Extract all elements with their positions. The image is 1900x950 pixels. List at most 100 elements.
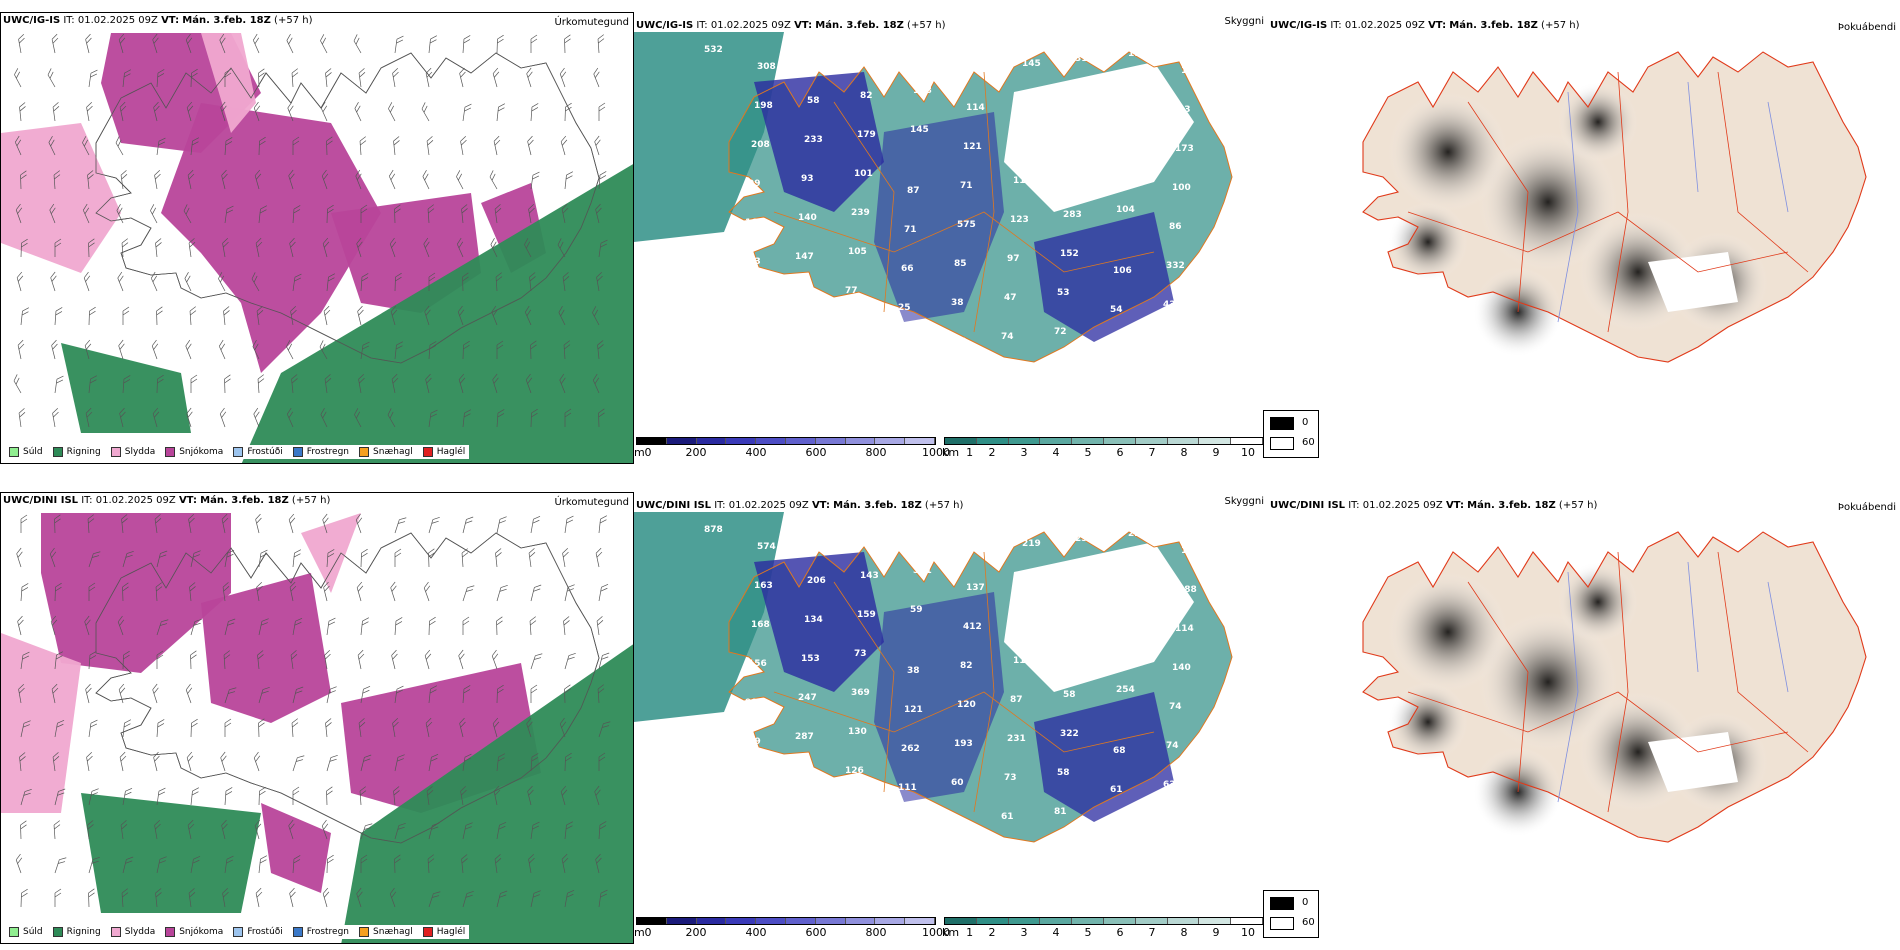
wind-barb-feather <box>464 103 472 108</box>
scale-tick-label: 3 <box>1020 446 1028 459</box>
precip-area <box>81 793 261 913</box>
wind-barb-staff <box>20 587 23 602</box>
wind-barb <box>496 616 503 636</box>
wind-barb <box>54 719 65 738</box>
wind-barb <box>17 615 24 636</box>
wind-barb-feather <box>490 238 495 245</box>
wind-barb-feather <box>603 721 611 725</box>
wind-barb <box>256 306 264 326</box>
wind-barb-staff <box>49 209 56 224</box>
wind-barb-staff <box>218 278 226 292</box>
wind-barb <box>524 238 532 258</box>
wind-barb <box>120 820 128 840</box>
wind-barb-feather <box>356 887 362 894</box>
legend-swatch <box>110 447 121 457</box>
cloud-base-value: 218 <box>969 64 988 74</box>
wind-barb-staff <box>47 74 56 88</box>
wind-barb-staff <box>258 209 261 224</box>
cloud-base-value: 179 <box>857 130 876 140</box>
wind-barb-feather <box>598 756 606 762</box>
wind-barb-staff <box>118 39 124 54</box>
wind-barb <box>257 374 265 394</box>
scale-ticks: 1 2 3 4 5 6 7 8 9 10 <box>944 446 1264 460</box>
wind-barb-feather <box>568 653 576 656</box>
wind-barb-feather <box>54 888 62 894</box>
legend-item: Frostregn <box>292 447 349 457</box>
wind-barb-feather <box>429 620 436 626</box>
wind-barb-feather <box>358 653 365 660</box>
wind-barb <box>564 408 572 427</box>
wind-barb-staff <box>122 73 125 88</box>
wind-barb-feather <box>192 787 200 792</box>
cloud-base-value: 116 <box>1013 176 1032 186</box>
wind-barb <box>121 514 128 534</box>
wind-barb-staff <box>427 859 430 874</box>
wind-barb-staff <box>529 277 532 292</box>
wind-barb-feather <box>153 343 159 350</box>
wind-barb-staff <box>562 277 566 292</box>
cloud-base-value: 64 <box>948 817 961 827</box>
wind-barb-staff <box>593 73 600 88</box>
wind-barb <box>18 408 26 428</box>
wind-barb-feather <box>495 858 502 864</box>
wind-barb <box>320 101 328 122</box>
cloud-base-value: 321 <box>913 566 932 576</box>
scale-bar-box <box>756 918 786 924</box>
wind-barb-feather <box>258 378 265 384</box>
wind-barb-feather <box>457 305 463 313</box>
wind-barb <box>286 407 294 428</box>
scale-bar-box <box>726 438 757 444</box>
wind-barb <box>596 616 604 636</box>
wind-barb <box>564 34 571 54</box>
wind-barb <box>422 170 430 190</box>
scale-tick-label: 3 <box>1020 926 1028 939</box>
wind-barb-feather <box>54 174 61 180</box>
wind-barb-staff <box>185 689 192 704</box>
wind-barb-feather <box>499 516 507 520</box>
wind-barb-feather <box>533 657 542 660</box>
wind-barb <box>54 514 61 534</box>
wind-barb <box>190 137 200 156</box>
wind-barb-feather <box>192 137 200 142</box>
scale-bar-box <box>905 918 935 924</box>
wind-barb-feather <box>531 107 539 112</box>
wind-barb-feather <box>395 276 402 282</box>
legend-item: Rigning <box>52 447 101 457</box>
wind-barb-staff <box>20 311 23 326</box>
wind-barb-feather <box>432 517 440 520</box>
coastline <box>728 51 1233 363</box>
roads <box>1407 551 1809 813</box>
wind-barb <box>356 887 363 908</box>
wind-barb-feather <box>493 377 499 384</box>
wind-barb <box>425 373 432 394</box>
wind-barb <box>530 584 542 602</box>
wind-barb-feather <box>222 887 229 894</box>
scale-bar-box <box>845 918 876 924</box>
fog-legend-swatch-high <box>1270 437 1294 450</box>
wind-barb <box>122 856 134 874</box>
cloud-base-value: 90 <box>733 854 746 864</box>
wind-barb-feather <box>253 407 259 415</box>
wind-barb-feather <box>121 174 128 180</box>
wind-barb-staff <box>85 413 90 428</box>
scale-bar-box <box>815 438 846 444</box>
wind-barb-staff <box>254 175 260 190</box>
wind-barb <box>184 272 192 292</box>
wind-barb-feather <box>154 514 161 520</box>
cloud-base-value: 100 <box>1172 183 1191 193</box>
wind-barb-feather <box>326 786 333 792</box>
cloud-base-value: 121 <box>904 705 923 715</box>
wind-barb-feather <box>21 238 28 244</box>
wind-barb <box>559 67 567 88</box>
wind-barb-feather <box>431 753 439 758</box>
cloud-base-value: 47 <box>736 815 749 825</box>
legend-label: Haglél <box>436 447 466 457</box>
wind-barb-feather <box>19 752 26 758</box>
wind-barb <box>394 754 405 772</box>
wind-barb-staff <box>530 175 534 190</box>
wind-barb-feather <box>530 38 538 44</box>
cloud-base-value: 247 <box>798 693 817 703</box>
wind-barb-feather <box>430 35 438 40</box>
wind-barb-staff <box>389 893 396 908</box>
wind-barb-feather <box>395 617 403 622</box>
